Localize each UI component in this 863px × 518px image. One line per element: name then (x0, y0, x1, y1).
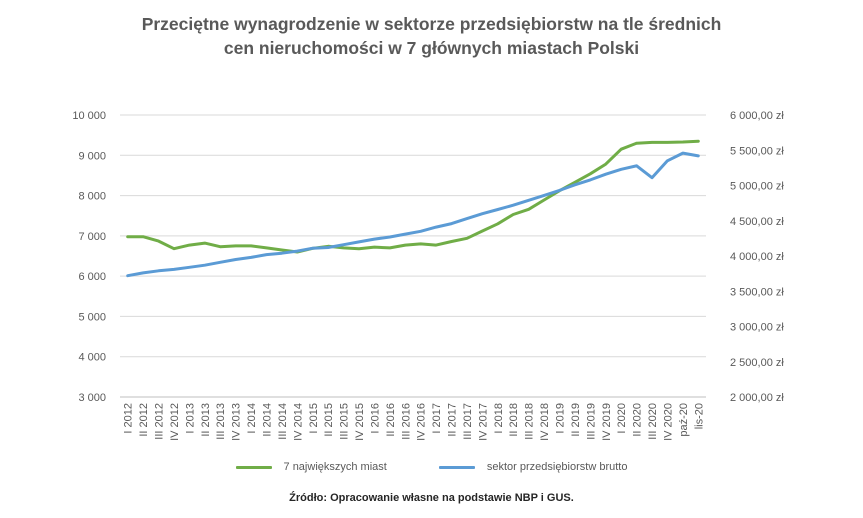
x-tick-label: lis-20 (693, 403, 705, 429)
x-tick-label: II 2018 (508, 403, 520, 437)
y-right-tick-label: 6 000,00 zł (730, 110, 784, 122)
x-tick-label: III 2018 (524, 403, 536, 440)
x-tick-label: II 2016 (385, 403, 397, 437)
x-tick-label: III 2016 (400, 403, 412, 440)
legend-item-7-miast: 7 największych miast (235, 461, 387, 473)
x-tick-label: III 2013 (215, 403, 227, 440)
legend-label: 7 największych miast (283, 461, 387, 473)
x-tick-label: III 2019 (585, 403, 597, 440)
x-tick-label: I 2012 (123, 403, 135, 434)
x-tick-label: III 2020 (647, 403, 659, 440)
y-left-tick-label: 6 000 (78, 271, 106, 283)
x-tick-label: IV 2020 (662, 403, 674, 441)
series-line-7-miast (126, 139, 700, 254)
y-left-tick-label: 4 000 (78, 352, 106, 364)
y-right-tick-label: 3 500,00 zł (730, 286, 784, 298)
x-tick-label: II 2019 (570, 403, 582, 437)
chart-title-line-2: cen nieruchomości w 7 głównych miastach … (223, 38, 640, 58)
x-tick-label: IV 2014 (292, 403, 304, 441)
x-tick-label: I 2019 (555, 403, 567, 434)
x-tick-label: III 2014 (277, 403, 289, 440)
y-right-tick-label: 5 000,00 zł (730, 181, 784, 193)
x-tick-label: I 2016 (369, 403, 381, 434)
x-tick-label: II 2020 (632, 403, 644, 437)
y-right-tick-label: 2 000,00 zł (730, 392, 784, 404)
y-right-tick-label: 4 500,00 zł (730, 216, 784, 228)
y-left-tick-label: 9 000 (78, 150, 106, 162)
y-left-tick-label: 7 000 (78, 231, 106, 243)
x-tick-label: III 2017 (462, 403, 474, 440)
x-tick-label: IV 2015 (354, 403, 366, 441)
y-left-tick-label: 10 000 (72, 110, 106, 122)
y-right-tick-label: 4 000,00 zł (730, 251, 784, 263)
chart-legend: 7 największych miast sektor przedsiębior… (0, 461, 863, 473)
x-tick-label: I 2014 (246, 403, 258, 434)
x-tick-label: paź-20 (678, 403, 690, 437)
x-tick-label: II 2013 (200, 403, 212, 437)
x-tick-label: I 2018 (493, 403, 505, 434)
x-tick-label: IV 2016 (416, 403, 428, 441)
y-right-tick-label: 2 500,00 zł (730, 357, 784, 369)
x-tick-label: III 2012 (154, 403, 166, 440)
x-tick-label: II 2017 (447, 403, 459, 437)
y-left-tick-label: 8 000 (78, 191, 106, 203)
y-left-tick-label: 5 000 (78, 311, 106, 323)
x-tick-label: II 2012 (138, 403, 150, 437)
y-right-tick-label: 3 000,00 zł (730, 322, 784, 334)
x-tick-label: II 2015 (323, 403, 335, 437)
x-tick-label: III 2015 (339, 403, 351, 440)
chart-title-line-1: Przeciętne wynagrodzenie w sektorze prze… (141, 14, 722, 34)
x-tick-label: IV 2012 (169, 403, 181, 441)
x-tick-label: IV 2013 (231, 403, 243, 441)
x-tick-label: IV 2017 (477, 403, 489, 441)
x-tick-label: IV 2018 (539, 403, 551, 441)
series-line-sektor (126, 151, 700, 278)
legend-swatch-green (235, 465, 272, 469)
x-tick-label: IV 2019 (601, 403, 613, 441)
legend-item-sektor: sektor przedsiębiorstw brutto (438, 461, 628, 473)
chart-plot: 3 000 4 000 5 000 6 000 7 000 8 000 9 000 10 00… (72, 110, 784, 441)
x-tick-label: I 2015 (308, 403, 320, 434)
legend-label: sektor przedsiębiorstw brutto (486, 461, 628, 473)
x-tick-label: I 2020 (616, 403, 628, 434)
legend-swatch-blue (438, 465, 475, 469)
x-tick-label: I 2013 (184, 403, 196, 434)
y-right-tick-label: 5 500,00 zł (730, 145, 784, 157)
y-left-tick-label: 3 000 (78, 392, 106, 404)
source-note: Źródło: Opracowanie własne na podstawie … (289, 492, 574, 504)
x-tick-label: I 2017 (431, 403, 443, 434)
x-tick-label: II 2014 (262, 403, 274, 437)
chart-title: Przeciętne wynagrodzenie w sektorze prze… (0, 12, 863, 60)
